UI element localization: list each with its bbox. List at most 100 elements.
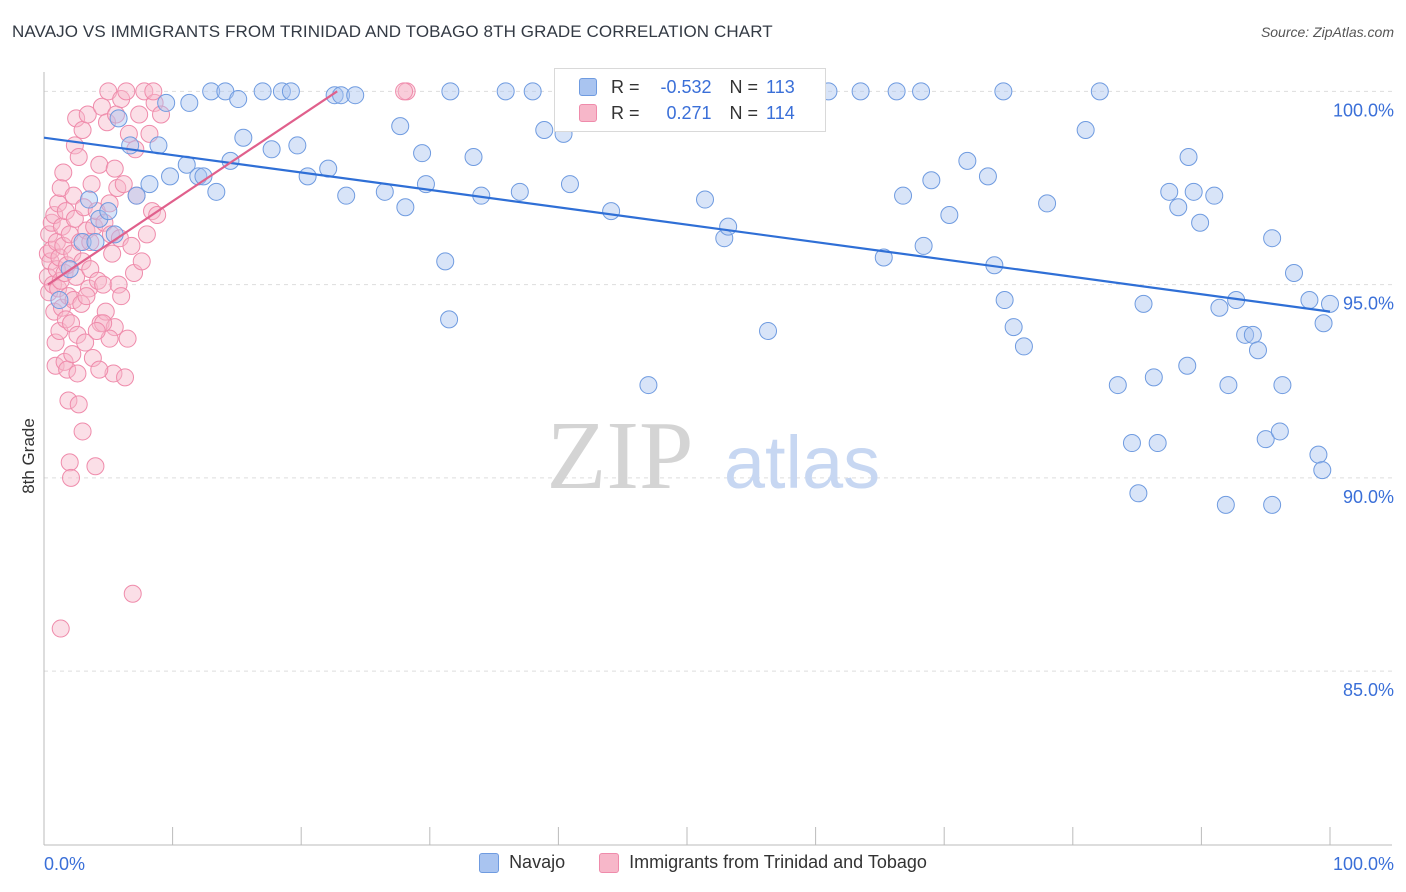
navajo-point	[1144, 368, 1163, 387]
trinidad-point	[87, 321, 106, 340]
trinidad-point	[116, 368, 135, 387]
trinidad-point	[77, 287, 96, 306]
navajo-point	[80, 190, 99, 209]
legend-item-navajo[interactable]: Navajo	[479, 852, 565, 873]
navajo-point	[696, 190, 715, 209]
trinidad-point	[51, 619, 70, 638]
navajo-point	[413, 144, 432, 163]
navajo-point	[1284, 263, 1303, 282]
y-tick-label-100: 100.0%	[1333, 100, 1394, 120]
y-tick-label-95: 95.0%	[1343, 294, 1394, 314]
navajo-swatch	[479, 852, 500, 873]
navajo-point	[1090, 82, 1109, 101]
navajo-point	[940, 206, 959, 225]
navajo-point	[86, 233, 105, 252]
trinidad-point	[117, 82, 136, 101]
navajo-point	[1014, 337, 1033, 356]
x-tick-label-0: 0.0%	[44, 854, 85, 874]
x-tick-label-100: 100.0%	[1333, 854, 1394, 874]
navajo-point	[1313, 461, 1332, 480]
legend-r-label: R =	[611, 76, 640, 97]
trinidad-point	[46, 333, 65, 352]
navajo-point	[1210, 298, 1229, 317]
navajo-point	[1236, 325, 1255, 344]
watermark-atlas: atlas	[724, 421, 880, 504]
navajo-point	[560, 175, 579, 194]
navajo-point	[50, 291, 69, 310]
trinidad-point	[69, 148, 88, 167]
navajo-point	[1256, 430, 1275, 449]
navajo-point	[1248, 341, 1267, 360]
trinidad-point	[86, 457, 105, 476]
navajo-point	[298, 167, 317, 186]
trinidad-point	[118, 329, 137, 348]
trinidad-point	[132, 252, 151, 271]
navajo-point	[1004, 318, 1023, 337]
navajo-point	[894, 186, 913, 205]
navajo-point	[1179, 148, 1198, 167]
navajo-point	[99, 202, 118, 221]
series-navajo-points	[50, 82, 1339, 514]
trinidad-trend-line	[47, 90, 338, 286]
trinidad-point	[60, 453, 79, 472]
navajo-point	[912, 82, 931, 101]
navajo-point	[375, 182, 394, 201]
trinidad-point	[67, 267, 86, 286]
navajo-point	[994, 82, 1013, 101]
trinidad-point	[135, 82, 154, 101]
navajo-point	[234, 128, 253, 147]
trinidad-point	[83, 349, 102, 368]
navajo-point	[464, 148, 483, 167]
navajo-point	[874, 248, 893, 267]
navajo-point	[1108, 376, 1127, 395]
trinidad-point	[56, 202, 75, 221]
navajo-point	[1273, 376, 1292, 395]
series-legend: Navajo Immigrants from Trinidad and Toba…	[0, 852, 1406, 873]
trinidad-point	[105, 318, 124, 337]
legend-item-trinidad[interactable]: Immigrants from Trinidad and Tobago	[599, 852, 927, 873]
navajo-point	[73, 233, 92, 252]
trinidad-swatch	[599, 852, 620, 873]
y-axis-label: 8th Grade	[19, 418, 38, 494]
navajo-point	[281, 82, 300, 101]
trinidad-point	[90, 360, 109, 379]
navajo-point	[207, 182, 226, 201]
navajo-point	[1321, 294, 1339, 313]
legend-row-navajo: R = -0.532 N = 113	[579, 75, 795, 99]
trinidad-point	[94, 314, 113, 333]
trinidad-point	[41, 252, 60, 271]
navajo-point	[1219, 376, 1238, 395]
navajo-point	[887, 82, 906, 101]
navajo-point	[180, 93, 199, 112]
trinidad-point	[109, 275, 128, 294]
navajo-point	[639, 376, 658, 395]
navajo-point	[140, 175, 159, 194]
legend-n-value: 114	[766, 102, 795, 123]
navajo-point	[914, 236, 933, 255]
navajo-point	[1134, 294, 1153, 313]
navajo-point	[1178, 356, 1197, 375]
trinidad-point	[54, 163, 73, 182]
trinidad-point	[63, 345, 82, 364]
navajo-point	[288, 136, 307, 155]
y-tick-label-85: 85.0%	[1343, 680, 1394, 700]
navajo-point	[1263, 229, 1282, 248]
trinidad-swatch	[579, 104, 597, 122]
navajo-point	[90, 209, 109, 228]
navajo-point	[109, 109, 128, 128]
trinidad-point	[82, 175, 101, 194]
trinidad-point	[103, 244, 122, 263]
navajo-point	[535, 120, 554, 139]
trinidad-point	[148, 206, 167, 225]
grid-lines	[44, 90, 1392, 672]
trinidad-point	[96, 302, 115, 321]
y-tick-label-90: 90.0%	[1343, 487, 1394, 507]
trinidad-point	[59, 391, 78, 410]
trinidad-point	[49, 194, 68, 213]
navajo-point	[510, 182, 529, 201]
navajo-swatch	[579, 78, 597, 96]
trinidad-point	[130, 105, 149, 124]
navajo-point	[1038, 194, 1057, 213]
series-trinidad-points	[38, 82, 416, 638]
